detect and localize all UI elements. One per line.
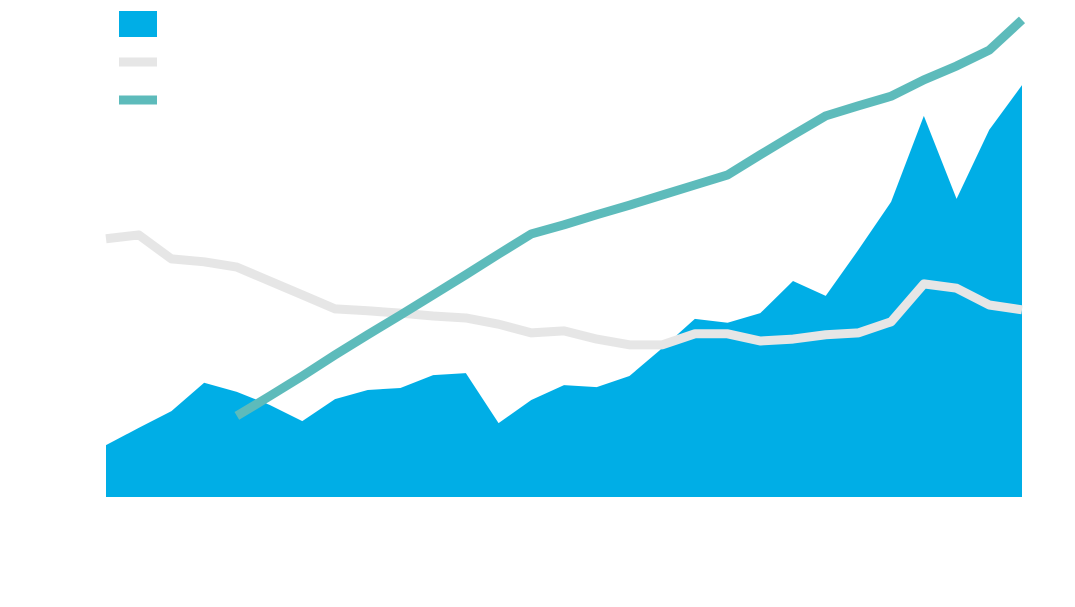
line (105, 230, 1023, 350)
line (234, 16, 1026, 420)
area (106, 85, 1022, 497)
legend-swatch (119, 11, 157, 37)
legend-swatch (119, 57, 157, 67)
legend-swatch (119, 95, 157, 105)
